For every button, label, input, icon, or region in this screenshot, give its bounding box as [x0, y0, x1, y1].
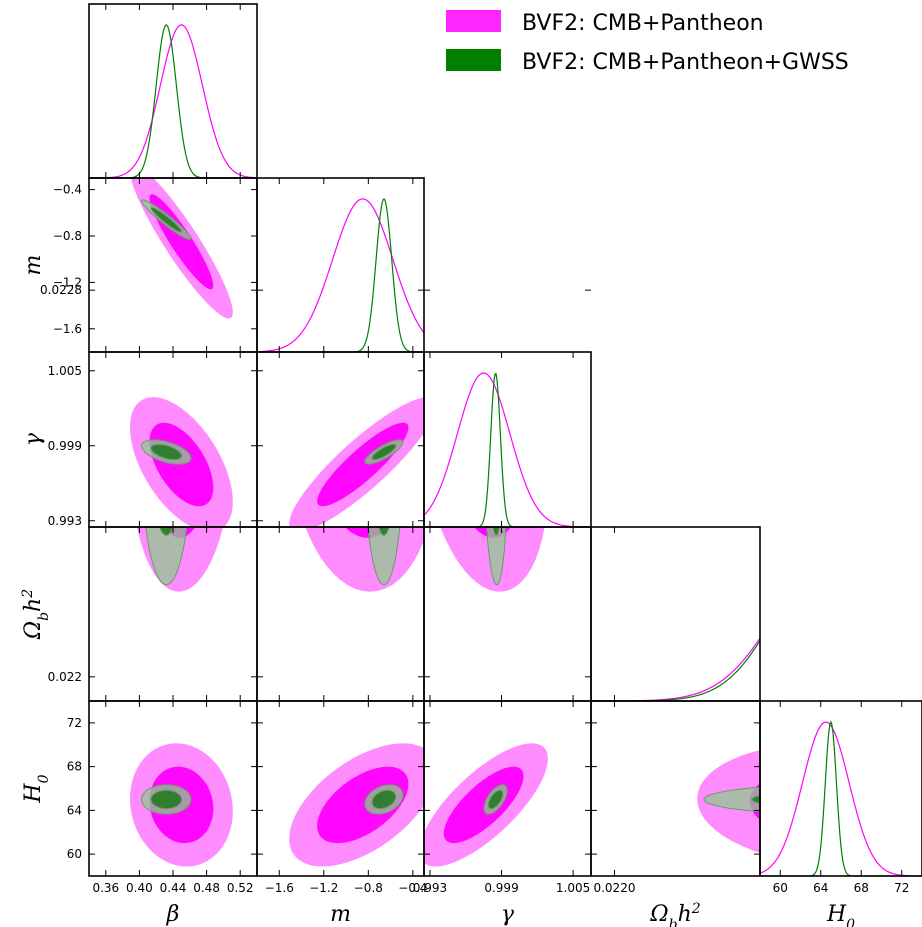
legend-label-0: BVF2: CMB+Pantheon [522, 11, 764, 36]
y-tick-label: 0.022 [48, 670, 82, 684]
contour-panel-2-1 [289, 397, 424, 527]
contour-panel-3-0 [136, 527, 224, 592]
marginal-curve-2-1 [424, 372, 591, 528]
marginal-curve-3-1 [591, 640, 761, 702]
y-tick-label: 0.993 [48, 514, 82, 528]
legend-swatch-1 [446, 49, 501, 71]
x-axis-label: m [330, 902, 351, 927]
legend-label-1: BVF2: CMB+Pantheon+GWSS [522, 50, 849, 75]
y-tick-label: 0.0228 [40, 283, 82, 297]
x-tick-label: 68 [854, 881, 869, 895]
x-tick-label: 0.40 [126, 881, 153, 895]
pantheon-contour-68-4-3 [749, 783, 760, 820]
gwss-contour-68-1-0 [150, 206, 183, 233]
gwss-contour-95-3-1 [367, 527, 401, 586]
gwss-contour-95-4-3 [703, 786, 760, 813]
contour-panel-3-1 [305, 527, 424, 592]
gwss-contour-68-2-0 [150, 443, 183, 461]
x-tick-label: 64 [813, 881, 828, 895]
gwss-contour-68-3-2 [492, 527, 500, 536]
y-tick-label: 0.999 [48, 439, 82, 453]
y-tick-label: 72 [67, 716, 82, 730]
y-tick-label: 1.005 [48, 364, 82, 378]
marginal-curve-3-0 [591, 637, 761, 702]
x-tick-label: −1.6 [265, 881, 294, 895]
marginal-curve-0-1 [89, 24, 257, 179]
x-tick-label: 72 [894, 881, 909, 895]
x-tick-label: 0.48 [193, 881, 220, 895]
y-tick-label: 60 [67, 847, 82, 861]
gwss-contour-68-4-3 [751, 794, 760, 804]
gwss-contour-95-3-2 [486, 527, 507, 586]
marginal-curve-4-1 [760, 720, 922, 877]
gwss-contour-95-3-0 [145, 527, 188, 586]
x-tick-label: −1.2 [309, 881, 338, 895]
contour-panel-4-0 [129, 743, 233, 867]
marginal-curve-4-0 [759, 721, 922, 877]
x-axis-label: H0 [826, 902, 855, 927]
y-tick-label: −0.8 [53, 229, 82, 243]
gwss-contour-68-3-1 [378, 527, 390, 536]
marginal-curve-1-0 [256, 198, 425, 353]
y-tick-label: 64 [67, 803, 82, 817]
contour-panel-3-2 [440, 527, 545, 592]
x-tick-label: 0.0220 [593, 881, 635, 895]
x-axis-label: Ωbh2 [649, 901, 700, 927]
gwss-contour-68-4-2 [487, 789, 504, 810]
gwss-contour-68-2-1 [371, 443, 397, 461]
legend-swatch-0 [446, 10, 501, 32]
contour-panel-2-0 [129, 397, 233, 527]
y-axis-label: γ [21, 432, 46, 446]
contour-panel-4-1 [289, 743, 424, 867]
contour-panel-1-0 [130, 178, 233, 319]
marginal-curve-2-0 [423, 372, 591, 528]
marginal-curve-0-0 [89, 24, 258, 179]
y-tick-label: 68 [67, 760, 82, 774]
panel-frame-3-3 [590, 526, 761, 702]
gwss-contour-68-4-0 [150, 789, 183, 810]
x-tick-label: 1.005 [556, 881, 590, 895]
x-axis-label: γ [501, 902, 515, 927]
x-tick-label: 0.36 [92, 881, 119, 895]
x-tick-label: −0.8 [354, 881, 383, 895]
x-tick-label: 60 [773, 881, 788, 895]
y-tick-label: −1.2 [53, 275, 82, 289]
pantheon-contour-68-3-2 [473, 527, 511, 538]
x-tick-label: 0.52 [227, 881, 254, 895]
y-axis-label: H0 [21, 774, 52, 803]
x-axis-label: β [166, 902, 180, 927]
y-axis-label: Ωbh2 [20, 589, 52, 640]
x-tick-label: 0.44 [160, 881, 187, 895]
pantheon-contour-95-3-2 [440, 527, 545, 592]
gwss-contour-68-3-0 [159, 527, 174, 536]
x-tick-label: 0.999 [484, 881, 518, 895]
gwss-contour-68-4-1 [371, 789, 397, 810]
y-tick-label: −1.6 [53, 322, 82, 336]
contour-panel-4-2 [424, 743, 548, 867]
x-tick-label: −0.4 [398, 881, 427, 895]
marginal-curve-1-1 [257, 198, 424, 353]
y-tick-label: −0.4 [53, 183, 82, 197]
panel-frame-2-2 [423, 351, 592, 528]
y-axis-label: m [21, 255, 46, 276]
panel-frame-0-0 [88, 3, 258, 179]
contour-panel-4-3 [697, 750, 760, 853]
x-tick-label: 0.993 [413, 881, 447, 895]
panel-frame-4-4 [759, 700, 922, 877]
